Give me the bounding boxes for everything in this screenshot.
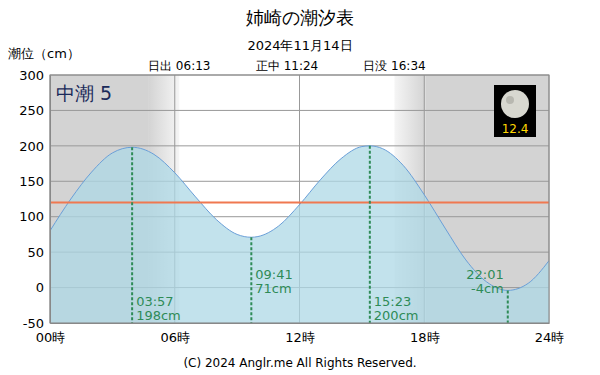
tick-label: -50 [23, 316, 44, 331]
tick: -50 [23, 316, 50, 331]
subtitle: 2024年11月14日 [247, 38, 352, 53]
moon-age: 12.4 [502, 122, 529, 136]
extreme-time: 22:01 [466, 267, 503, 282]
extreme-level: 71cm [255, 281, 291, 296]
sun-event: 日没 16:34 [363, 59, 425, 73]
title: 姉崎の潮汐表 [246, 7, 354, 28]
tick-label: 100 [19, 209, 44, 224]
tide-name-box [52, 77, 132, 109]
extreme-marker [250, 237, 252, 323]
tick-label: 250 [19, 103, 44, 118]
extreme-level: 198cm [136, 308, 181, 323]
tick-label: 12時 [285, 330, 315, 345]
moon-icon [494, 85, 536, 137]
footer: (C) 2024 Anglr.me All Rights Reserved. [183, 356, 416, 370]
plot-frame [50, 75, 549, 323]
tick: 12時 [285, 323, 315, 345]
grid [50, 75, 549, 323]
plot-background [50, 75, 549, 323]
plot-area [50, 146, 549, 323]
extreme-level: -4cm [471, 281, 504, 296]
night-shading [50, 75, 549, 323]
tick-label: 200 [19, 139, 44, 154]
moon-box [494, 85, 536, 137]
tick-label: 00時 [36, 330, 66, 345]
tick: 150 [19, 174, 50, 189]
tick: 100 [19, 209, 50, 224]
tick-label: 18時 [410, 330, 440, 345]
tick: 50 [27, 245, 50, 260]
tick: 250 [19, 103, 50, 118]
extreme-marker [131, 147, 133, 323]
tick: 00時 [36, 323, 66, 345]
extreme-marker [369, 146, 371, 323]
chart: -50 0 50 100 150 200 250 300 00時 06時 12時 18時 24時 03:5… [0, 0, 600, 375]
tick: 200 [19, 139, 50, 154]
axis-line [51, 323, 550, 324]
extreme-time: 09:41 [255, 267, 292, 282]
tick: 18時 [410, 323, 440, 345]
tide-name: 中潮 5 [56, 82, 112, 104]
moon-disc [501, 90, 529, 118]
x-axis: 00時 06時 12時 18時 24時 [36, 323, 565, 345]
tick-label: 0 [36, 280, 44, 295]
sun-event: 日出 06:13 [148, 59, 210, 73]
extreme-marker [507, 290, 509, 323]
tick: 06時 [160, 323, 190, 345]
reference-line [50, 202, 549, 204]
tick-label: 06時 [160, 330, 190, 345]
extreme-time: 15:23 [374, 294, 411, 309]
tide-area [50, 146, 549, 323]
tide-line [50, 146, 549, 291]
tick-label: 24時 [535, 330, 565, 345]
y-axis: -50 0 50 100 150 200 250 300 [19, 68, 50, 331]
tick-label: 150 [19, 174, 44, 189]
moon-crater [506, 96, 514, 104]
axis-line [50, 76, 51, 324]
tick: 0 [36, 280, 50, 295]
tick-label: 300 [19, 68, 44, 83]
tick: 300 [19, 68, 50, 83]
tick-label: 50 [27, 245, 44, 260]
extreme-level: 200cm [374, 308, 419, 323]
extreme-time: 03:57 [136, 294, 173, 309]
sun-event: 正中 11:24 [256, 59, 318, 73]
y-axis-title: 潮位（cm） [8, 46, 80, 61]
tick: 24時 [535, 323, 565, 345]
